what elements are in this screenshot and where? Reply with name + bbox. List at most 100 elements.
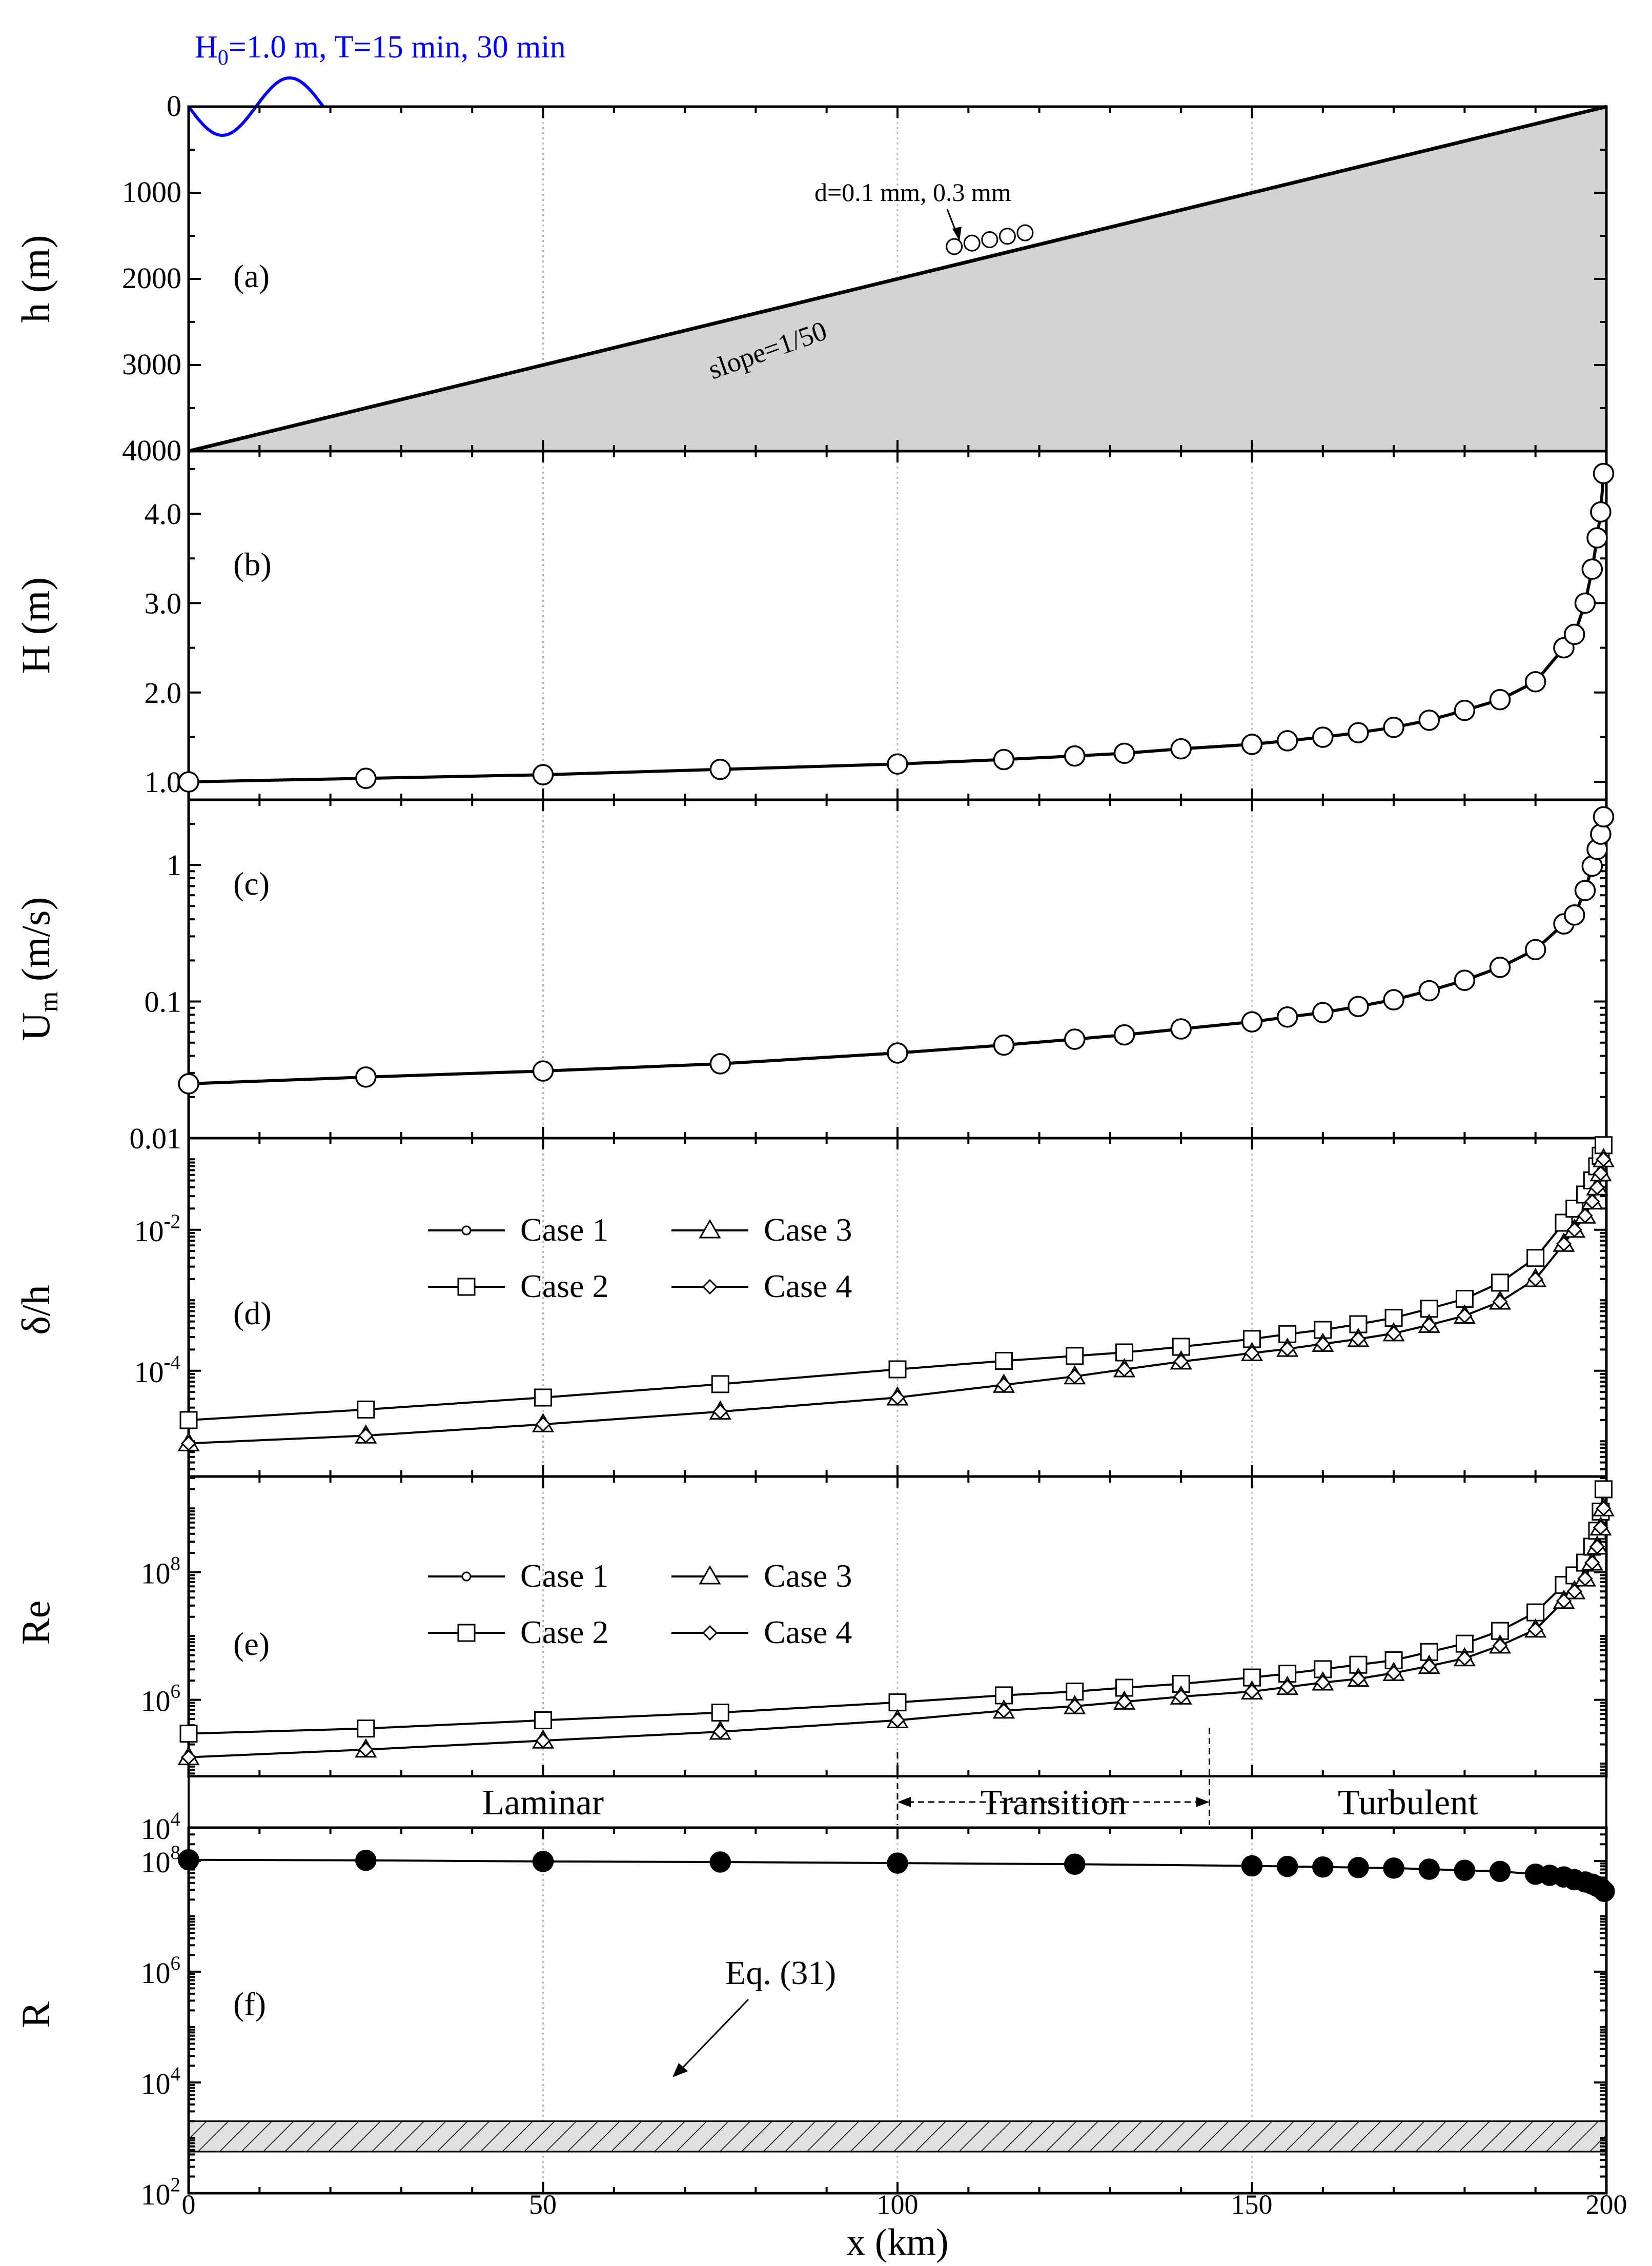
data-point [1593,462,1615,484]
data-point [1492,1293,1508,1310]
y-tick-label: 0 [167,89,181,123]
data-point [1574,592,1596,614]
legend-label: Case 1 [520,1211,608,1248]
y-axis-title: Um (m/s) [13,897,64,1041]
data-point [1315,1336,1331,1352]
data-point [178,771,199,793]
regime-label: Turbulent [1338,1783,1478,1823]
legend-label: Case 3 [764,1211,852,1248]
data-point [1566,1583,1582,1600]
panel-tag: (f) [233,1986,266,2022]
data-point [709,1053,731,1075]
legend-label: Case 4 [764,1614,852,1650]
data-point [1420,1643,1438,1661]
data-point [1590,501,1612,523]
data-point [1173,1353,1189,1370]
data-point [1418,710,1440,731]
data-point [1564,904,1585,926]
y-axis-title: δ/h [13,1285,58,1334]
data-point [1457,1308,1473,1324]
data-point [1276,1006,1298,1028]
data-point [534,1711,552,1729]
data-point [1527,1622,1543,1637]
data-point [534,1388,552,1407]
data-point [1593,806,1615,828]
y-tick-label: 2.0 [145,676,182,710]
y-tick-label: 3000 [122,348,181,381]
data-point [888,1360,907,1379]
data-point [699,1565,721,1585]
data-point [1566,1222,1582,1238]
eq31-arrow [681,1998,749,2070]
regime-label: Transition [981,1783,1127,1823]
data-point [1418,1858,1440,1880]
data-point [180,1435,197,1451]
data-point [1584,1193,1600,1209]
data-point [358,1742,374,1757]
data-point [1173,1689,1189,1705]
data-point [996,1703,1012,1718]
y-tick-label: 4.0 [145,497,182,531]
data-point [699,1219,721,1239]
data-point [1276,1855,1298,1877]
data-point [1350,1671,1367,1687]
data-point [1067,1368,1083,1384]
data-point [1064,1853,1086,1875]
data-point [1492,1637,1508,1653]
data-point [1312,1856,1334,1878]
data-point [1348,1857,1369,1878]
data-point [1385,1665,1402,1681]
panel-tag: (a) [233,258,270,294]
data-point [1454,969,1476,991]
data-point [887,1042,908,1064]
x-tick-label: 50 [529,2189,557,2220]
data-point [1457,1650,1473,1666]
data-point [1276,730,1298,752]
y-tick-label: 10-2 [134,1210,181,1248]
data-point [709,1851,731,1873]
data-point [1564,623,1585,645]
data-point [1594,1480,1613,1499]
data-point [996,1377,1012,1393]
data-point [358,1428,374,1444]
particle-arrowhead [952,227,962,241]
data-point [1067,1698,1083,1714]
data-point [1350,1331,1367,1347]
data-point [1241,1011,1263,1033]
data-point [357,1400,375,1419]
data-point [1383,989,1404,1010]
data-point [461,1225,472,1236]
regime-arrowhead [1196,1797,1210,1807]
panel-e: 106 108 Case 1 Case 2 Case 3 Case 4 (e) Re Lamin… [13,1475,1615,1829]
eq31-band [188,2120,1607,2153]
legend-label: Case 2 [520,1268,608,1304]
data-point [1526,1249,1545,1267]
data-point [1113,742,1135,764]
sediment-particle [963,234,981,252]
x-tick-label: 200 [1586,2189,1627,2220]
y-tick-label: 1.0 [145,765,182,799]
data-point [1577,1571,1593,1587]
data-point [711,1375,729,1393]
data-point [357,1719,375,1738]
x-tick-label: 0 [182,2189,196,2220]
y-tick-label: 104 [141,1808,181,1846]
data-point [1279,1679,1295,1695]
y-tick-label: 0.01 [130,1122,182,1155]
data-point [457,1624,476,1642]
data-point [1348,996,1369,1017]
panel-c: 0.01 0.1 1 (c) Um (m/s) [13,798,1615,1155]
data-point [1574,880,1596,901]
y-tick-label: 1 [167,848,181,882]
data-point [457,1278,476,1296]
data-point [532,1060,554,1082]
x-tick-label: 100 [877,2189,919,2220]
data-point [1526,1603,1545,1622]
y-tick-label: 102 [141,2174,181,2211]
x-axis-title: x (km) [846,2221,948,2263]
data-point [461,1571,472,1582]
y-tick-label: 2000 [122,261,181,295]
data-point [1385,1325,1402,1342]
data-point [1577,1208,1593,1224]
